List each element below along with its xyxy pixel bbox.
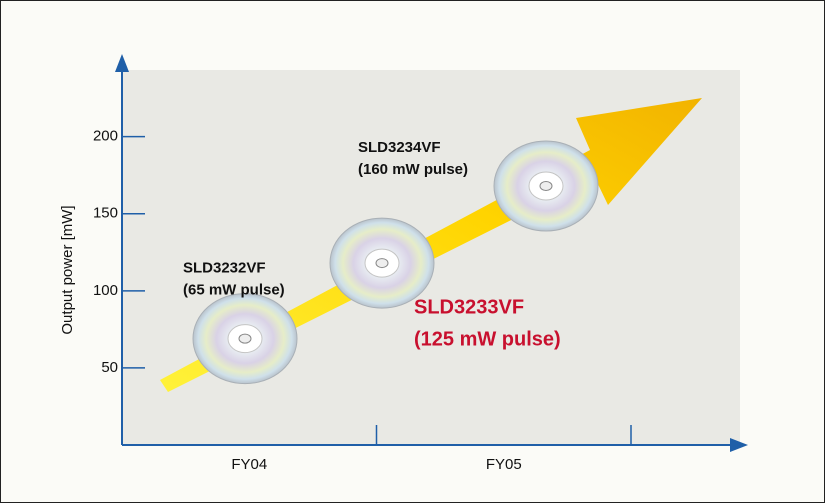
product-name: SLD3233VF [414, 296, 524, 318]
y-tick-label: 200 [93, 128, 118, 145]
x-tick-label: FY04 [231, 456, 267, 473]
chart: Output power [mW] 50 100 150 200 FY04 FY05 SLD… [0, 0, 825, 503]
disc [193, 294, 297, 384]
disc-hole [239, 334, 251, 343]
y-axis-label: Output power [mW] [59, 205, 76, 334]
disc [330, 218, 434, 308]
y-tick-label: 50 [101, 359, 118, 376]
product-name: SLD3234VF [358, 139, 441, 156]
x-tick-label: FY05 [486, 456, 522, 473]
product-note: (160 mW pulse) [358, 161, 468, 178]
disc-hole [376, 259, 388, 268]
y-tick-label: 100 [93, 282, 118, 299]
page: {"chart_data": {"type": "products", "yla… [0, 0, 825, 503]
product-name: SLD3232VF [183, 260, 266, 277]
product-note: (65 mW pulse) [183, 282, 285, 299]
y-tick-label: 150 [93, 205, 118, 222]
product-note: (125 mW pulse) [414, 328, 561, 350]
disc [494, 141, 598, 231]
disc-hole [540, 182, 552, 191]
